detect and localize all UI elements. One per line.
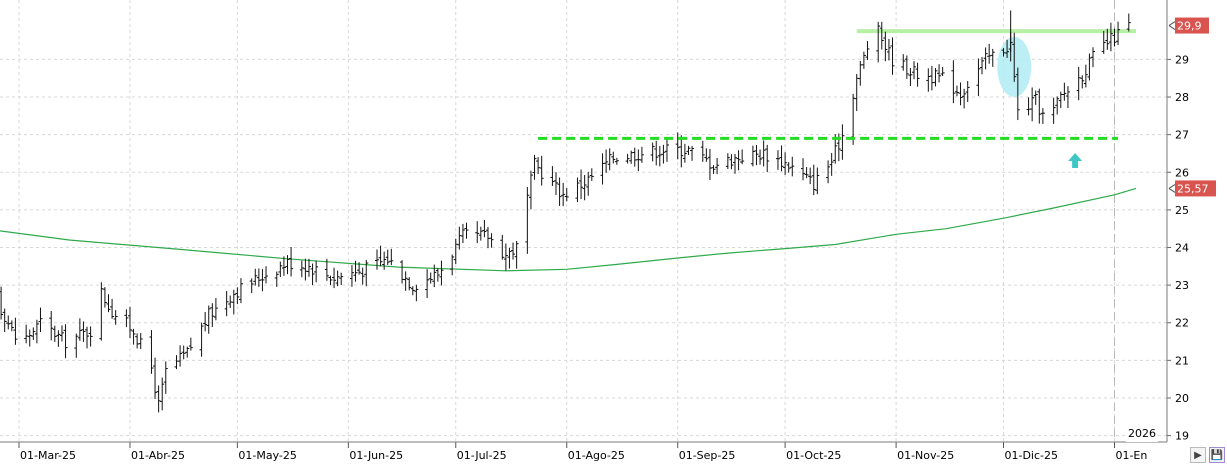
x-tick-label: 01-En <box>1115 449 1147 462</box>
y-tick-label: 27 <box>1175 129 1189 142</box>
x-tick-label: 01-Oct-25 <box>786 449 841 462</box>
y-tick-label: 21 <box>1175 354 1189 367</box>
price-badge <box>1175 180 1216 197</box>
y-tick-label: 26 <box>1175 166 1189 179</box>
x-tick-label: 01-Dic-25 <box>1005 449 1059 462</box>
x-tick-label: 01-Mar-25 <box>20 449 76 462</box>
year-marker-label: 2026 <box>1126 426 1158 442</box>
price-badge <box>1175 17 1209 34</box>
save-icon[interactable]: 💾 <box>1209 447 1225 463</box>
price-badge-pointer <box>1168 21 1176 30</box>
y-tick-label: 19 <box>1175 430 1189 443</box>
chart-toolbar: ▶ 💾 <box>1190 447 1225 463</box>
x-tick-label: 01-Abr-25 <box>131 449 185 462</box>
y-tick-label: 28 <box>1175 91 1189 104</box>
y-tick-label: 20 <box>1175 392 1189 405</box>
moving-average-line <box>0 187 1137 272</box>
price-badge-pointer <box>1168 184 1176 193</box>
y-tick-label: 23 <box>1175 279 1189 292</box>
y-tick-label: 24 <box>1175 242 1189 255</box>
y-tick-label: 25 <box>1175 204 1189 217</box>
price-badge-label: 25,57 <box>1177 182 1209 195</box>
x-tick-label: 01-Jul-25 <box>457 449 507 462</box>
play-icon[interactable]: ▶ <box>1190 447 1206 463</box>
x-tick-label: 01-Nov-25 <box>897 449 954 462</box>
x-tick-label: 01-Ago-25 <box>568 449 625 462</box>
y-tick-label: 22 <box>1175 317 1189 330</box>
y-tick-label: 29 <box>1175 53 1189 66</box>
x-tick-label: 01-Jun-25 <box>349 449 403 462</box>
price-badge-label: 29,9 <box>1177 20 1202 33</box>
x-tick-label: 01-Sep-25 <box>679 449 736 462</box>
x-tick-label: 01-May-25 <box>238 449 296 462</box>
up-arrow-icon <box>1068 152 1083 168</box>
